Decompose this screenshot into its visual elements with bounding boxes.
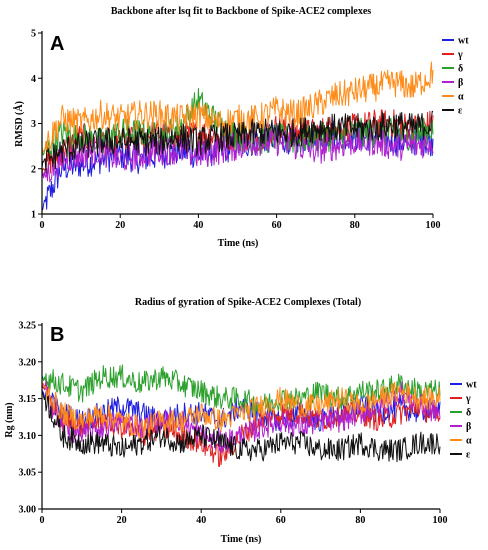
legend-entry: α — [466, 436, 472, 447]
chart-a-plot-area: 0 20 40 60 80 100 1 2 3 4 5 — [31, 29, 441, 232]
legend-entry: β — [466, 422, 471, 433]
chart-b-panel-label: B — [50, 324, 64, 346]
legend-entry: ε — [458, 106, 463, 117]
chart-a-title: Backbone after lsq fit to Backbone of Sp… — [111, 6, 371, 17]
x-tick-label: 80 — [350, 220, 360, 231]
chart-b-x-axis-label: Time (ns) — [221, 534, 262, 545]
legend-entry: γ — [465, 394, 471, 405]
chart-b-y-axis-label: Rg (nm) — [4, 402, 15, 437]
x-tick-label: 100 — [433, 515, 448, 526]
y-tick-label: 3.05 — [19, 468, 37, 479]
legend-entry: δ — [466, 408, 471, 419]
legend-entry: wt — [458, 36, 469, 47]
legend-entry: γ — [457, 50, 463, 61]
y-tick-label: 5 — [31, 29, 36, 40]
chart-a-x-axis-label: Time (ns) — [218, 238, 259, 249]
legend-entry: δ — [458, 64, 463, 75]
y-tick-label: 3.15 — [19, 394, 37, 405]
y-tick-label: 2 — [31, 164, 36, 175]
x-tick-label: 60 — [272, 220, 282, 231]
x-tick-label: 0 — [40, 515, 45, 526]
chart-a-y-axis-label: RMSD (Å) — [13, 101, 25, 147]
x-tick-label: 20 — [117, 515, 127, 526]
series-line-b-5 — [41, 392, 441, 463]
x-tick-label: 40 — [196, 515, 206, 526]
x-tick-label: 80 — [355, 515, 365, 526]
y-tick-label: 4 — [31, 74, 36, 85]
x-tick-label: 60 — [276, 515, 286, 526]
series-line-b-3 — [41, 381, 441, 454]
legend-entry: ε — [466, 450, 471, 461]
legend-entry: β — [458, 78, 463, 89]
x-tick-label: 20 — [115, 220, 125, 231]
chart-b-plot-area: 0 20 40 60 80 100 3.00 3.05 3.10 3.15 3.20 3.25 — [19, 321, 448, 527]
x-tick-label: 40 — [193, 220, 203, 231]
series-line-a-4 — [41, 61, 434, 155]
y-tick-label: 3.25 — [19, 321, 37, 332]
legend-entry: α — [458, 92, 464, 103]
y-tick-label: 1 — [31, 210, 36, 221]
series-line-b-4 — [41, 381, 441, 440]
x-tick-label: 100 — [426, 220, 441, 231]
chart-b-title: Radius of gyration of Spike-ACE2 Complex… — [135, 297, 361, 308]
x-tick-label: 0 — [40, 220, 45, 231]
chart-panel-a: Backbone after lsq fit to Backbone of Sp… — [13, 6, 469, 249]
y-tick-label: 3 — [31, 119, 36, 130]
chart-a-panel-label: A — [50, 33, 64, 55]
y-tick-label: 3.00 — [19, 505, 37, 516]
y-tick-label: 3.10 — [19, 431, 37, 442]
chart-panel-b: Radius of gyration of Spike-ACE2 Complex… — [4, 297, 477, 545]
legend-entry: wt — [466, 380, 477, 391]
series-line-a-5 — [41, 110, 434, 174]
y-tick-label: 3.20 — [19, 357, 37, 368]
